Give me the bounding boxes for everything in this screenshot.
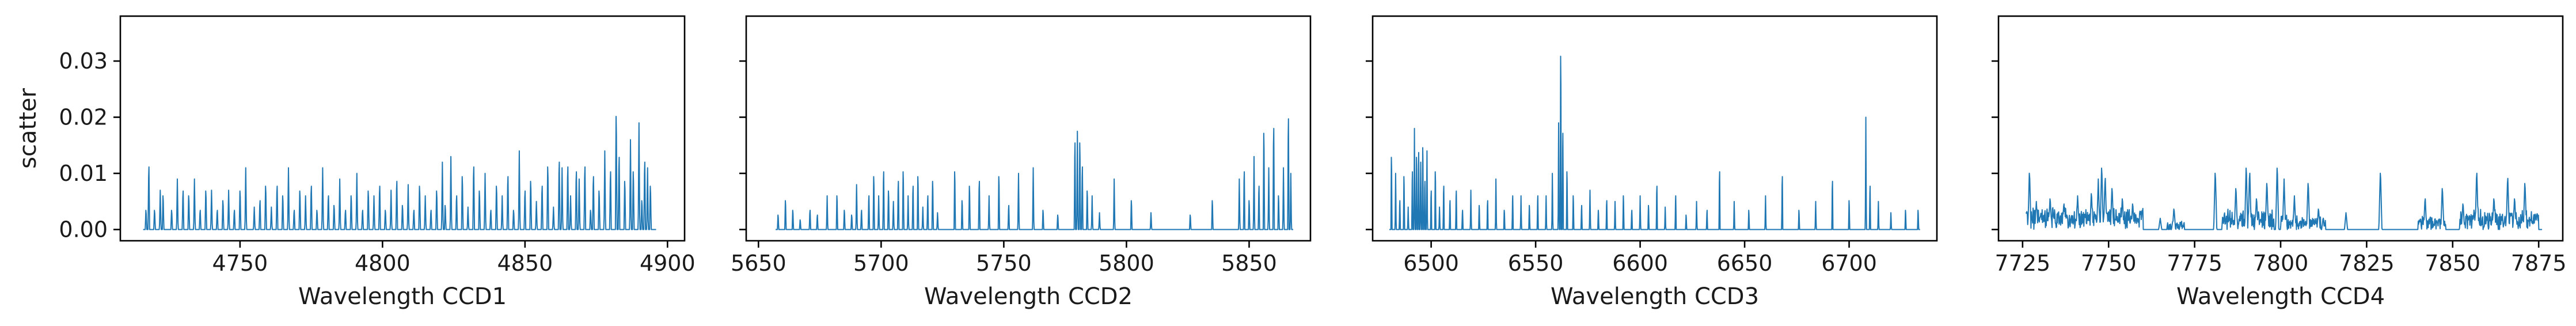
y-axis-label: scatter (15, 88, 41, 169)
x-axis-label-ccd3: Wavelength CCD3 (1551, 283, 1759, 310)
x-tick-label: 7850 (2425, 251, 2480, 276)
series-line-ccd2 (775, 118, 1294, 230)
x-tick-label: 7725 (1994, 251, 2050, 276)
x-tick-label: 5850 (1221, 251, 1277, 276)
x-tick-label: 7750 (2081, 251, 2137, 276)
y-tick-label: 0.00 (59, 217, 108, 242)
x-tick-label: 6500 (1403, 251, 1459, 276)
x-tick-label: 6700 (1821, 251, 1877, 276)
x-tick-label: 4900 (640, 251, 696, 276)
series-line-ccd1 (143, 116, 656, 230)
panel-ccd2: 5650 5700 5750 5800 5850 Wavelength CCD2 (731, 15, 1312, 310)
axes-frame-ccd1 (119, 15, 686, 242)
y-tick-label: 0.03 (59, 48, 108, 74)
x-tick-label: 5750 (976, 251, 1032, 276)
x-tick-label: 4850 (497, 251, 553, 276)
x-tick-label: 6650 (1717, 251, 1773, 276)
x-tick-label: 7775 (2167, 251, 2222, 276)
x-tick-label: 7800 (2253, 251, 2309, 276)
x-tick-label: 4750 (212, 251, 268, 276)
y-tick-label: 0.02 (59, 105, 108, 130)
panel-ccd1: 4750 4800 4850 4900 0.00 0.01 0.02 0.03 Waveleng… (59, 15, 696, 310)
x-tick-label: 7825 (2339, 251, 2395, 276)
x-tick-label: 5650 (731, 251, 787, 276)
axes-frame-ccd3 (1371, 15, 1938, 242)
axes-frame-ccd2 (745, 15, 1312, 242)
x-axis-label-ccd4: Wavelength CCD4 (2176, 283, 2385, 310)
x-axis-label-ccd1: Wavelength CCD1 (298, 283, 507, 310)
panel-ccd4: 7725 7750 7775 7800 7825 7850 7875 Wavelength C… (1992, 15, 2567, 310)
series-line-ccd3 (1389, 55, 1921, 230)
x-tick-label: 5700 (853, 251, 909, 276)
x-tick-label: 6600 (1612, 251, 1668, 276)
x-axis-label-ccd2: Wavelength CCD2 (924, 283, 1133, 310)
x-tick-label: 5800 (1099, 251, 1154, 276)
panel-ccd3: 6500 6550 6600 6650 6700 Wavelength CCD3 (1366, 15, 1938, 310)
x-tick-label: 6550 (1508, 251, 1564, 276)
x-tick-label: 7875 (2511, 251, 2567, 276)
y-tick-label: 0.01 (59, 161, 108, 186)
x-tick-label: 4800 (355, 251, 411, 276)
series-line-ccd4 (2025, 167, 2543, 230)
